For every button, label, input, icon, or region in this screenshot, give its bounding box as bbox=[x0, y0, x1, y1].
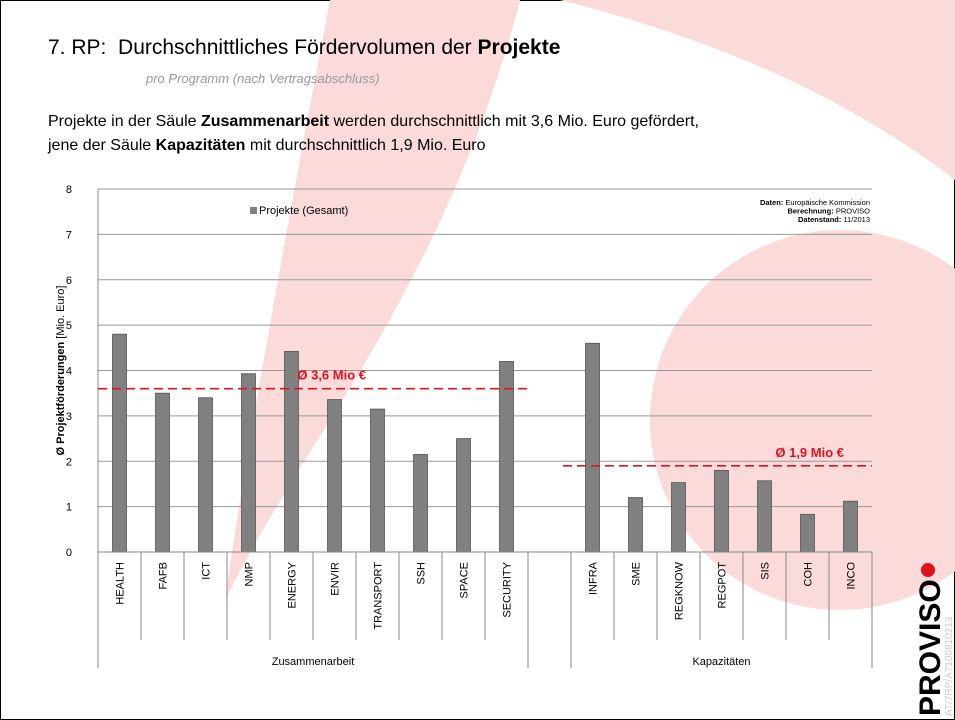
y-tick-label: 3 bbox=[66, 411, 72, 423]
bar bbox=[456, 438, 471, 553]
bar bbox=[112, 333, 127, 553]
x-tick-label: ICT bbox=[201, 562, 213, 580]
group-label: Kapazitäten bbox=[692, 656, 750, 668]
bar bbox=[413, 454, 428, 553]
x-tick-label: FAFB bbox=[158, 562, 170, 590]
x-tick-label: REGKNOW bbox=[674, 561, 686, 620]
bar bbox=[628, 497, 643, 553]
y-tick-label: 4 bbox=[66, 366, 72, 378]
intro-line-part: Zusammenarbeit bbox=[201, 113, 330, 130]
intro-line-part: mit durchschnittlich 1,9 Mio. Euro bbox=[245, 137, 485, 154]
intro-line-part: werden durchschnittlich mit 3,6 Mio. Eur… bbox=[329, 113, 699, 130]
subtitle: pro Programm (nach Vertragsabschluss) bbox=[145, 71, 380, 86]
y-tick-label: 2 bbox=[66, 456, 72, 468]
average-label: Ø 3,6 Mio € bbox=[297, 368, 366, 383]
source-line-part: PROVISO bbox=[834, 207, 870, 216]
source-line-part: 11/2013 bbox=[841, 215, 870, 224]
x-tick-label: ENVIR bbox=[330, 562, 342, 596]
y-tick-label: 8 bbox=[66, 184, 72, 196]
source-line-part: Daten: bbox=[760, 198, 783, 207]
bar bbox=[241, 373, 256, 553]
bar bbox=[198, 397, 213, 553]
intro-line-part: jene der Säule bbox=[47, 137, 156, 154]
source-line-part: Europäische Kommission bbox=[783, 198, 870, 207]
bar bbox=[370, 408, 385, 553]
x-tick-label: HEALTH bbox=[115, 562, 127, 605]
title-part: 7. RP: Durchschnittliches Fördervolumen … bbox=[48, 36, 478, 59]
x-tick-label: COH bbox=[803, 562, 815, 587]
intro-line-part: Kapazitäten bbox=[156, 137, 246, 154]
intro-line-part: Projekte in der Säule bbox=[48, 113, 201, 130]
group-label: Zusammenarbeit bbox=[272, 656, 355, 668]
intro-line: jene der Säule Kapazitäten mit durchschn… bbox=[47, 137, 486, 154]
x-tick-label: SSH bbox=[416, 562, 428, 585]
bar bbox=[155, 392, 170, 553]
y-axis-label-part: Ø Projektförderungen bbox=[55, 342, 67, 456]
x-tick-label: REGPOT bbox=[717, 562, 729, 609]
x-tick-label: SECURITY bbox=[502, 561, 514, 617]
bar bbox=[327, 399, 342, 553]
bar bbox=[843, 500, 858, 553]
source-line-part: Berechnung: bbox=[787, 207, 833, 216]
source-line-part: Datenstand: bbox=[798, 215, 841, 224]
source-line: Berechnung: PROVISO bbox=[787, 207, 870, 216]
bar bbox=[757, 480, 772, 553]
intro-line: Projekte in der Säule Zusammenarbeit wer… bbox=[48, 113, 699, 130]
bar bbox=[671, 482, 686, 553]
x-tick-label: SPACE bbox=[459, 562, 471, 598]
logo: PROVISO bbox=[914, 579, 947, 716]
x-tick-label: SME bbox=[631, 562, 643, 586]
title: 7. RP: Durchschnittliches Fördervolumen … bbox=[48, 36, 560, 59]
legend-swatch bbox=[250, 207, 257, 214]
bar bbox=[800, 513, 815, 553]
y-tick-label: 6 bbox=[66, 275, 72, 287]
average-label: Ø 1,9 Mio € bbox=[775, 445, 844, 460]
x-tick-label: INFRA bbox=[588, 561, 600, 595]
legend-label: Projekte (Gesamt) bbox=[259, 205, 348, 217]
deco-swoosh bbox=[560, 0, 955, 180]
y-tick-label: 0 bbox=[66, 547, 72, 559]
title-part: Projekte bbox=[478, 36, 561, 59]
y-tick-label: 5 bbox=[66, 320, 72, 332]
source-line: Datenstand: 11/2013 bbox=[798, 215, 870, 224]
source-line: Daten: Europäische Kommission bbox=[760, 198, 870, 207]
bar bbox=[714, 469, 729, 553]
x-tick-label: TRANSPORT bbox=[373, 562, 385, 630]
x-tick-label: SIS bbox=[760, 562, 772, 580]
y-axis-label: Ø Projektförderungen [Mio. Euro] bbox=[55, 286, 67, 456]
y-tick-label: 7 bbox=[66, 229, 72, 241]
logo-dot bbox=[921, 563, 935, 577]
y-tick-label: 1 bbox=[66, 502, 72, 514]
x-tick-label: NMP bbox=[244, 562, 256, 586]
x-tick-label: INCO bbox=[846, 562, 858, 590]
y-axis-label-part: [Mio. Euro] bbox=[55, 286, 67, 342]
bar bbox=[585, 342, 600, 553]
bar bbox=[499, 361, 514, 553]
logo-code: AT/7RP/A7100810213 bbox=[944, 616, 955, 716]
x-tick-label: ENERGY bbox=[287, 561, 299, 608]
